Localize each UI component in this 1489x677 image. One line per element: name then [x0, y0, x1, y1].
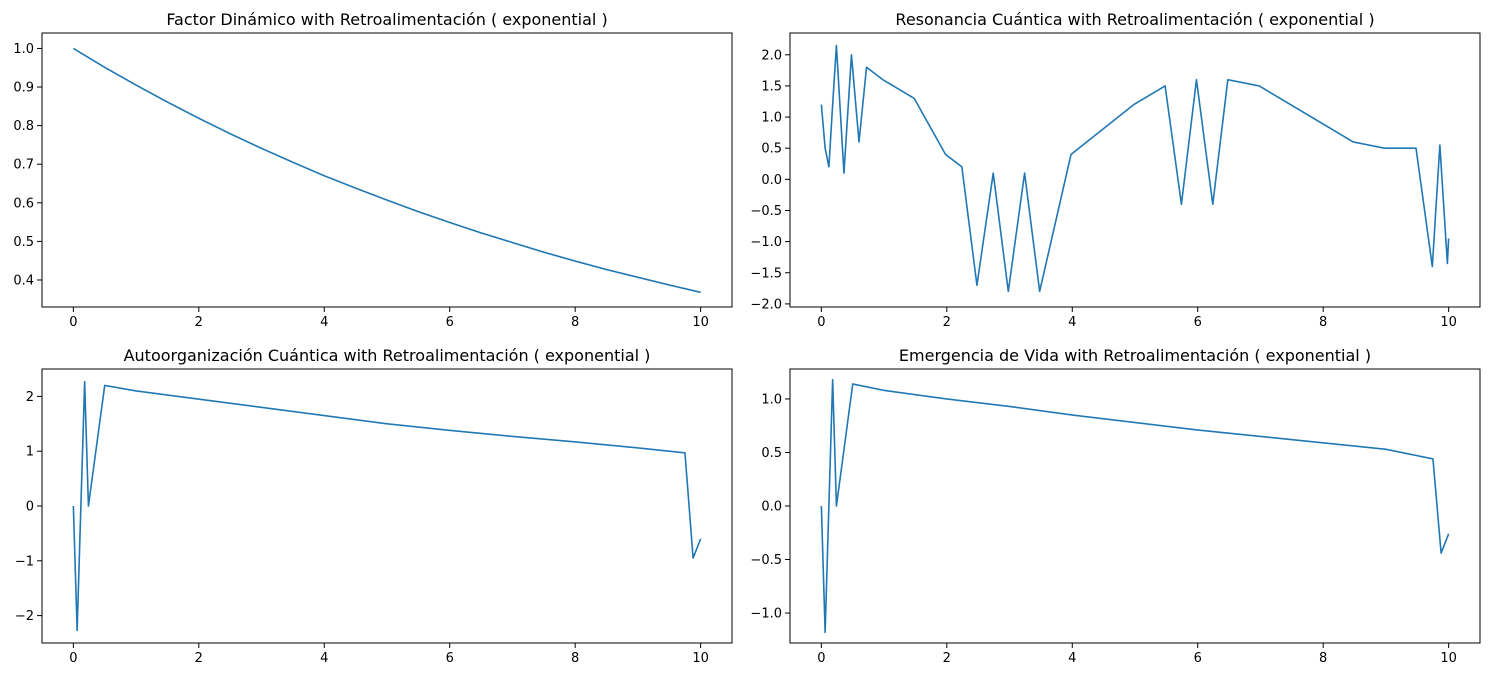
chart-title: Autoorganización Cuántica with Retroalim…	[124, 346, 651, 365]
series-line-0	[820, 378, 1450, 634]
subplot-factor-dinamico: Factor Dinámico with Retroalimentación (…	[13, 10, 733, 330]
x-tick-label: 10	[1440, 651, 1457, 666]
x-tick-label: 4	[1068, 315, 1076, 330]
x-tick-label: 4	[1068, 651, 1076, 666]
y-tick-label: −1	[15, 554, 34, 569]
subplot-emergencia-de-vida: Emergencia de Vida with Retroalimentació…	[750, 346, 1481, 666]
y-tick-label: −1.0	[750, 235, 782, 250]
x-tick-label: 0	[817, 651, 825, 666]
x-tick-label: 10	[692, 315, 709, 330]
y-tick-label: 1.0	[761, 111, 782, 126]
chart-title: Resonancia Cuántica with Retroalimentaci…	[895, 10, 1374, 29]
x-tick-label: 6	[446, 651, 454, 666]
y-tick-label: 1	[26, 445, 34, 460]
y-tick-label: −2.0	[750, 297, 782, 312]
y-tick-label: 1.0	[13, 42, 34, 57]
y-tick-label: −0.5	[750, 553, 782, 568]
axes-frame	[789, 32, 1481, 308]
y-tick-label: −1.5	[750, 266, 782, 281]
x-tick-label: 8	[1319, 315, 1327, 330]
y-tick-label: 0.4	[13, 273, 34, 288]
series-line-0	[72, 47, 702, 294]
y-tick-label: −1.0	[750, 607, 782, 622]
x-tick-label: 2	[943, 315, 951, 330]
x-tick-label: 0	[69, 315, 77, 330]
x-tick-label: 2	[195, 651, 203, 666]
y-tick-label: −2	[15, 609, 34, 624]
y-tick-label: 0	[26, 500, 34, 515]
y-tick-label: 0.0	[761, 173, 782, 188]
x-tick-label: 2	[195, 315, 203, 330]
axes-frame	[41, 368, 733, 644]
x-tick-label: 6	[446, 315, 454, 330]
y-tick-label: 0.5	[13, 235, 34, 250]
chart-title: Factor Dinámico with Retroalimentación (…	[166, 10, 607, 29]
series-line-0	[72, 380, 702, 632]
x-tick-label: 6	[1194, 315, 1202, 330]
y-tick-label: 0.6	[13, 196, 34, 211]
x-tick-label: 10	[1440, 315, 1457, 330]
x-tick-label: 6	[1194, 651, 1202, 666]
y-tick-label: 0.5	[761, 446, 782, 461]
x-tick-label: 8	[571, 651, 579, 666]
x-tick-label: 10	[692, 651, 709, 666]
series-line-0	[820, 44, 1450, 293]
x-tick-label: 4	[320, 651, 328, 666]
axes-frame	[41, 32, 733, 308]
axes-frame	[789, 368, 1481, 644]
y-tick-label: 0.7	[13, 158, 34, 173]
y-tick-label: 0.9	[13, 81, 34, 96]
x-tick-label: 0	[69, 651, 77, 666]
subplot-autoorganizacion-cuantica: Autoorganización Cuántica with Retroalim…	[15, 346, 733, 666]
x-tick-label: 8	[1319, 651, 1327, 666]
y-tick-label: 0.0	[761, 500, 782, 515]
y-tick-label: 1.0	[761, 392, 782, 407]
y-tick-label: −0.5	[750, 204, 782, 219]
y-tick-label: 1.5	[761, 79, 782, 94]
y-tick-label: 0.5	[761, 142, 782, 157]
subplot-resonancia-cuantica: Resonancia Cuántica with Retroalimentaci…	[750, 10, 1481, 330]
x-tick-label: 0	[817, 315, 825, 330]
y-tick-label: 2.0	[761, 48, 782, 63]
x-tick-label: 4	[320, 315, 328, 330]
y-tick-label: 2	[26, 390, 34, 405]
x-tick-label: 2	[943, 651, 951, 666]
x-tick-label: 8	[571, 315, 579, 330]
y-tick-label: 0.8	[13, 119, 34, 134]
chart-title: Emergencia de Vida with Retroalimentació…	[899, 346, 1371, 365]
